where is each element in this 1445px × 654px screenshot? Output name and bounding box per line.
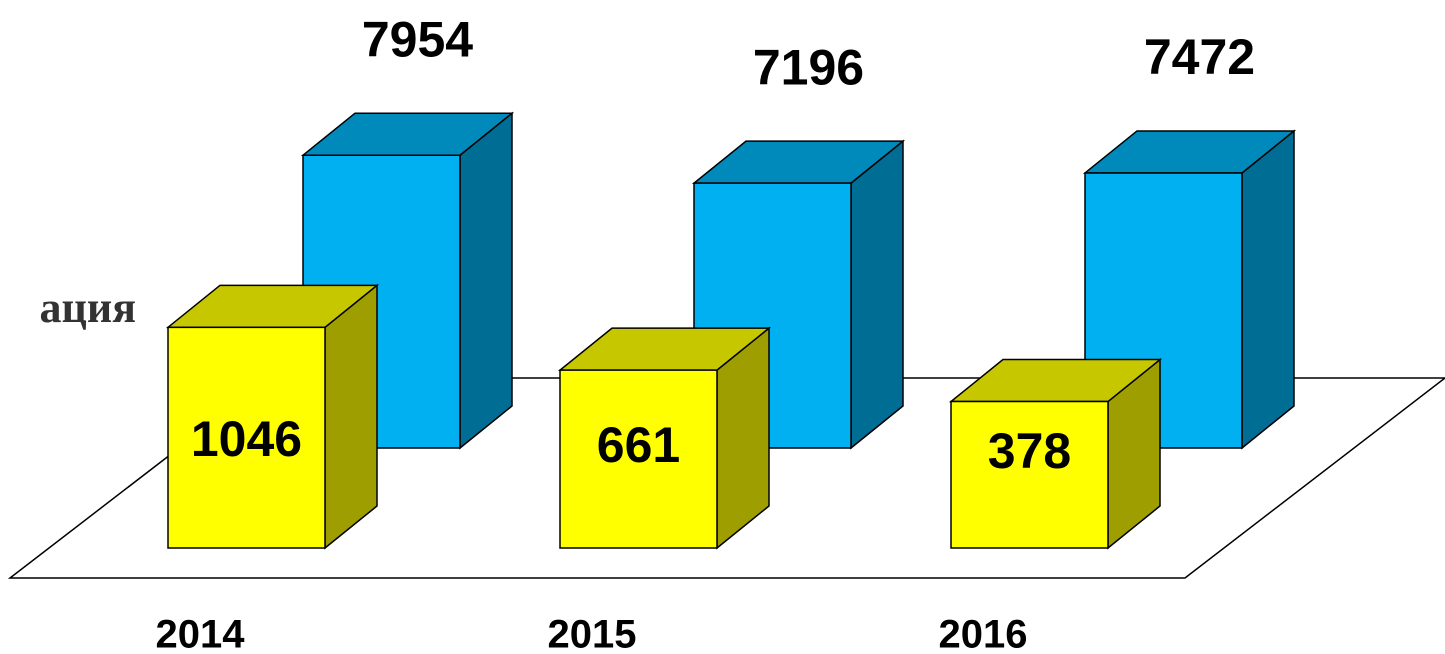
bar-face xyxy=(1241,129,1295,450)
bar-face xyxy=(167,326,326,549)
annotation: ация xyxy=(39,283,136,332)
x-tick-label: 2014 xyxy=(156,613,246,654)
bar-face xyxy=(850,139,904,450)
bar-face xyxy=(950,400,1109,549)
value-label: 7196 xyxy=(753,39,864,95)
bar-face xyxy=(559,369,718,549)
bar xyxy=(557,326,772,550)
x-tick-label: 2016 xyxy=(939,613,1028,654)
bar xyxy=(165,283,380,550)
bar-face xyxy=(324,283,378,550)
value-label: 661 xyxy=(597,417,680,473)
value-label: 378 xyxy=(988,423,1071,479)
x-tick-label: 2015 xyxy=(548,613,637,654)
value-label: 1046 xyxy=(191,411,302,467)
bar-face xyxy=(459,111,513,450)
bar xyxy=(948,357,1163,550)
value-label: 7954 xyxy=(362,11,473,67)
value-label: 7472 xyxy=(1144,29,1255,85)
